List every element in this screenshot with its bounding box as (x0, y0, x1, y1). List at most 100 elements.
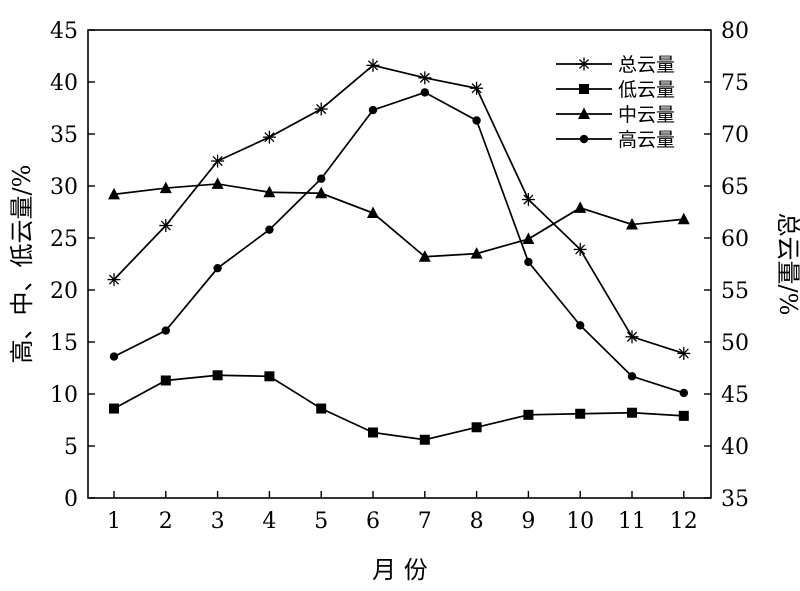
x-tick-label: 3 (211, 509, 225, 534)
series-4 (109, 88, 688, 398)
data-point (315, 186, 328, 199)
x-tick-label: 1 (107, 509, 121, 534)
data-point (161, 326, 170, 335)
data-point (419, 434, 430, 445)
data-point (677, 212, 690, 225)
y-left-tick-label: 30 (50, 175, 78, 200)
data-point (574, 201, 587, 213)
data-point (523, 409, 534, 420)
legend-label: 总云量 (618, 54, 675, 76)
y-right-tick-label: 80 (721, 19, 749, 44)
data-series (107, 58, 691, 445)
data-point (316, 403, 327, 414)
y-left-tick-label: 15 (50, 331, 78, 356)
legend-entry: 总云量 (556, 54, 675, 76)
data-point (420, 88, 429, 97)
data-point (314, 102, 328, 116)
series-3 (108, 177, 690, 262)
data-point (262, 130, 276, 144)
data-point (576, 321, 585, 330)
data-point (471, 422, 482, 433)
y-right-tick-label: 50 (721, 331, 749, 356)
plot-frame (87, 29, 712, 499)
data-point (626, 217, 638, 230)
data-point (627, 407, 637, 418)
y-left-tick-label: 0 (64, 487, 78, 512)
data-point (575, 408, 586, 419)
series-1 (107, 58, 691, 360)
data-point (627, 372, 637, 381)
data-point (264, 371, 275, 382)
data-point (211, 154, 225, 168)
legend-label: 低云量 (618, 79, 675, 101)
y-left-tick-label: 45 (50, 19, 78, 44)
y-right-tick-label: 45 (721, 383, 749, 408)
data-point (212, 370, 223, 381)
x-tick-label: 10 (566, 509, 594, 534)
y-left-tick-label: 35 (50, 123, 78, 148)
data-point (109, 403, 119, 414)
legend-marker (578, 107, 590, 119)
data-point (470, 81, 484, 95)
data-point (367, 206, 379, 219)
legend-label: 中云量 (618, 104, 675, 126)
series-line (113, 64, 685, 355)
data-point (573, 242, 587, 256)
data-point (677, 346, 691, 360)
x-tick-label: 2 (159, 509, 173, 534)
data-point (211, 177, 224, 189)
x-tick-label: 8 (470, 509, 484, 534)
y-left-tick-label: 40 (50, 71, 78, 96)
series-2 (109, 370, 689, 445)
y-right-tick-label: 75 (721, 71, 749, 96)
data-point (108, 187, 120, 200)
data-point (159, 219, 173, 233)
legend-label: 高云量 (618, 129, 675, 151)
x-tick-label: 12 (670, 509, 698, 534)
x-axis-title: 月 份 (372, 556, 428, 584)
legend-marker (579, 134, 589, 144)
y-left-tick-label: 5 (64, 435, 78, 460)
data-point (317, 174, 326, 183)
data-point (109, 352, 119, 361)
x-tick-label: 6 (366, 509, 380, 534)
y-axis-right-title: 总云量/% (774, 213, 800, 316)
x-tick-label: 9 (521, 509, 535, 534)
data-point (263, 185, 276, 198)
legend-entry: 中云量 (556, 104, 675, 126)
data-point (418, 250, 431, 262)
legend-marker (577, 57, 591, 71)
legend-marker (579, 84, 589, 94)
data-point (160, 375, 171, 386)
y-right-tick-label: 40 (721, 435, 749, 460)
data-point (368, 427, 378, 438)
data-point (521, 193, 535, 207)
data-point (472, 116, 481, 125)
y-left-tick-label: 20 (50, 279, 78, 304)
data-point (265, 225, 274, 234)
y-right-tick-label: 35 (721, 487, 749, 512)
series-line (113, 91, 685, 394)
series-line (113, 374, 684, 441)
y-right-tick-label: 65 (721, 175, 749, 200)
y-left-tick-label: 10 (50, 383, 78, 408)
legend-entry: 高云量 (556, 129, 675, 151)
data-point (159, 181, 172, 194)
data-point (107, 273, 121, 287)
data-point (418, 71, 432, 85)
data-point (625, 330, 639, 344)
y-right-tick-label: 70 (721, 123, 749, 148)
y-axis-left-title: 高、中、低云量/% (8, 165, 36, 364)
x-tick-label: 5 (314, 509, 328, 534)
x-tick-label: 4 (262, 509, 276, 534)
x-tick-label: 11 (618, 509, 646, 534)
y-right-tick-label: 55 (721, 279, 749, 304)
data-point (522, 232, 535, 245)
y-right-tick-label: 60 (721, 227, 749, 252)
data-point (678, 410, 689, 421)
x-tick-label: 7 (418, 509, 432, 534)
data-point (368, 105, 378, 115)
axis-ticks: 1 2 3 4 5 6 7 8 9 10 11 120510152025303540453540455… (50, 19, 749, 534)
